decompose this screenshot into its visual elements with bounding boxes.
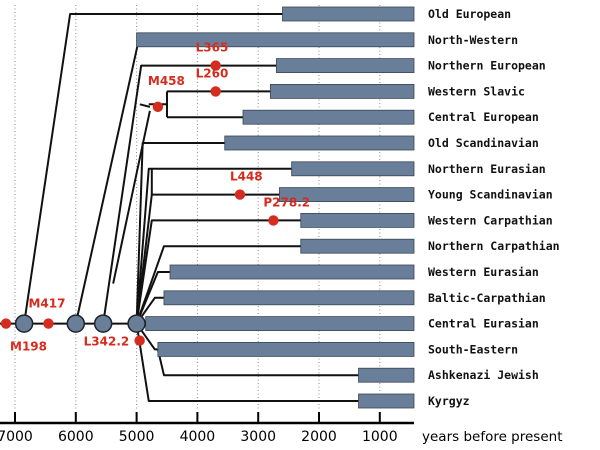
mutation-label: M198 (10, 340, 47, 354)
mutation-marker (0, 318, 12, 329)
x-tick-label: 5000 (119, 429, 155, 445)
lineage-label: Kyrgyz (428, 394, 470, 408)
lineage-label: Central European (428, 110, 539, 124)
branch (135, 245, 301, 324)
lineage-bar (358, 367, 415, 383)
lineage-label: Central Eurasian (428, 317, 539, 331)
lineage-bar (163, 290, 415, 306)
x-tick-label: 2000 (301, 429, 337, 445)
x-tick-label: 3000 (240, 429, 276, 445)
mutation-marker (234, 189, 246, 200)
lineage-bar (145, 316, 415, 332)
x-axis: 7000 6000 5000 4000 3000 2000 1000 (0, 412, 414, 445)
lineage-label: South-Eastern (428, 342, 518, 356)
lineage-label: Western Carpathian (428, 213, 553, 227)
mutation-label: M458 (148, 74, 185, 88)
branch (135, 167, 292, 324)
mutation-label: L260 (196, 66, 229, 80)
lineage-bar (279, 187, 415, 203)
lineage-labels: Old European North-Western Northern Europe… (428, 7, 560, 408)
lineage-label: Old Scandinavian (428, 136, 539, 150)
mutation-marker (152, 101, 164, 113)
lineage-bar (169, 264, 415, 280)
lineage-bars (136, 6, 415, 409)
lineage-bar (269, 84, 415, 99)
lineage-label: Northern Eurasian (428, 162, 546, 176)
mutation-marker (210, 60, 221, 71)
lineage-bar (358, 393, 415, 409)
mutation-marker (43, 318, 54, 329)
lineage-bar (224, 135, 415, 151)
split-nodes (14, 314, 146, 333)
mutation-label: L365 (196, 41, 229, 55)
mutation-marker (268, 215, 279, 226)
grid-lines (14, 5, 381, 411)
mutation-marker (210, 86, 221, 97)
lineage-bar (276, 58, 415, 73)
mutation-label: L342.2 (84, 335, 130, 349)
lineage-bar (157, 341, 415, 357)
lineage-label: North-Western (428, 33, 518, 47)
mutation-marker (134, 335, 145, 346)
branch (135, 296, 164, 325)
x-tick-label: 6000 (58, 429, 94, 445)
lineage-label: Young Scandinavian (428, 188, 553, 202)
split-node (127, 314, 146, 333)
branch (135, 323, 359, 402)
lineage-bar (282, 6, 415, 22)
branch (112, 110, 151, 284)
lineage-label: Old European (428, 7, 511, 21)
x-tick-label: 4000 (180, 429, 216, 445)
branch (135, 219, 301, 324)
mutation-label: L448 (230, 170, 263, 184)
lineage-bar (136, 32, 415, 48)
x-tick-label: 7000 (0, 429, 33, 445)
branch (139, 103, 151, 108)
split-node (93, 314, 113, 333)
branch (135, 271, 171, 324)
mutation-label: P278.2 (263, 195, 310, 209)
lineage-label: Baltic-Carpathian (428, 291, 546, 305)
lineage-label: Northern Carpathian (428, 239, 560, 253)
split-node (66, 314, 86, 333)
split-node (14, 314, 34, 333)
lineage-bar (300, 212, 415, 228)
x-axis-title: years before present (422, 429, 563, 445)
lineage-label: Northern European (428, 59, 546, 73)
branch (23, 13, 283, 324)
branch (102, 64, 277, 324)
x-tick-label: 1000 (362, 429, 398, 445)
lineage-bar (300, 238, 415, 254)
branch (74, 38, 140, 324)
lineage-bar (242, 109, 415, 125)
lineage-bar (291, 161, 415, 177)
branch (135, 142, 225, 324)
lineage-label: Western Eurasian (428, 265, 539, 279)
mutation-label: M417 (28, 297, 65, 311)
branch (156, 349, 359, 377)
lineage-label: Ashkenazi Jewish (428, 368, 539, 382)
lineage-label: Western Slavic (428, 84, 525, 98)
branch (135, 323, 158, 351)
